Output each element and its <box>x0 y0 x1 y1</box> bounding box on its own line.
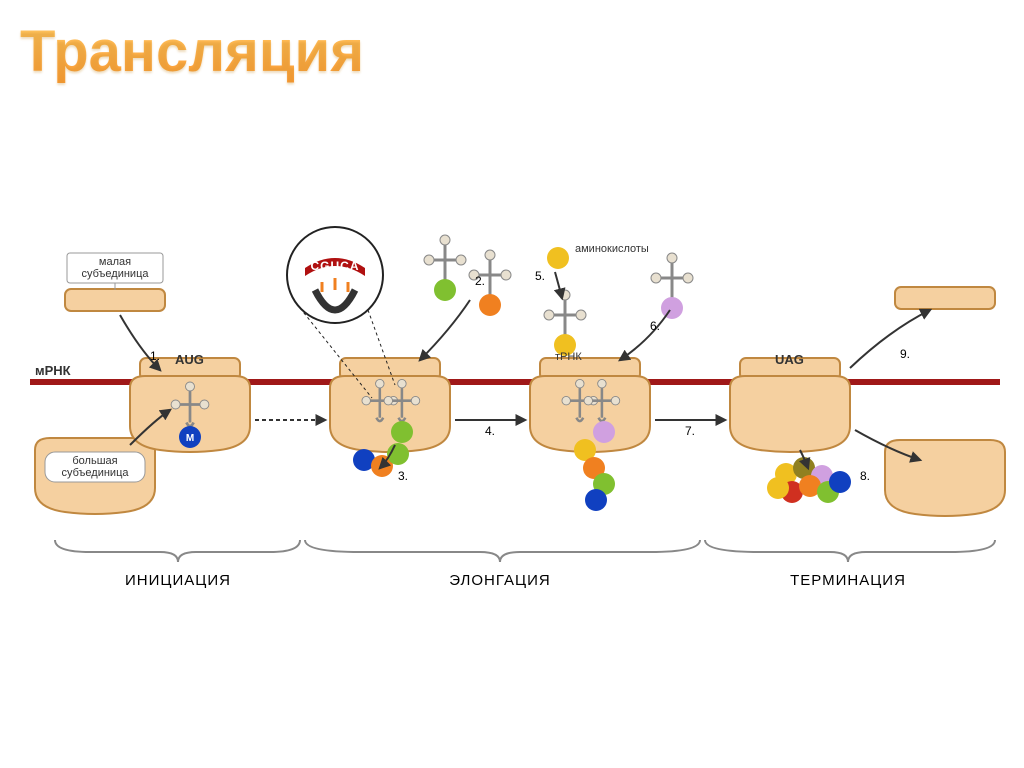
arrow-aa-to-trna <box>555 272 562 298</box>
polypeptide-released <box>767 457 851 503</box>
mrna-label: мРНК <box>35 363 71 378</box>
svg-text:субъединица: субъединица <box>61 467 129 479</box>
small-subunit-released <box>895 287 995 309</box>
diagram-svg: мРНК малая субъединица большая субъедини… <box>0 0 1024 768</box>
codon-aug: AUG <box>175 352 204 367</box>
step-2: 2. <box>475 274 485 288</box>
amino-acids-label: аминокислоты <box>575 243 649 255</box>
step-3: 3. <box>398 469 408 483</box>
ribosome-3 <box>530 358 650 511</box>
brace-termination <box>705 540 995 562</box>
phase-initiation: ИНИЦИАЦИЯ <box>125 572 231 589</box>
incoming-trna-3 <box>544 290 586 356</box>
arrow-trna-in-2 <box>420 300 470 360</box>
incoming-trna-1 <box>424 235 466 301</box>
zoom-codon-text: CGUCA <box>311 259 360 273</box>
step-9: 9. <box>900 347 910 361</box>
step-8: 8. <box>860 469 870 483</box>
arrow-release-small <box>850 310 930 368</box>
trna-label: тРНК <box>555 351 582 363</box>
ribosome-2 <box>330 358 450 477</box>
brace-elongation <box>305 540 700 562</box>
brace-initiation <box>55 540 300 562</box>
step-7: 7. <box>685 424 695 438</box>
ribosome-1: AUG M <box>130 352 250 452</box>
step-6: 6. <box>650 319 660 333</box>
svg-text:малая: малая <box>99 256 131 268</box>
small-subunit-free: малая субъединица <box>65 253 165 311</box>
svg-text:M: M <box>186 433 194 444</box>
free-amino-acid <box>547 247 569 269</box>
step-5: 5. <box>535 269 545 283</box>
large-subunit-label: большая субъединица <box>45 452 145 482</box>
codon-uag: UAG <box>775 352 804 367</box>
large-subunit-released <box>885 440 1005 516</box>
step-4: 4. <box>485 424 495 438</box>
phase-termination: ТЕРМИНАЦИЯ <box>790 572 906 589</box>
svg-text:большая: большая <box>72 455 117 467</box>
svg-text:субъединица: субъединица <box>81 268 149 280</box>
arrow-trna-in-6 <box>620 310 670 360</box>
step-1: 1. <box>150 349 160 363</box>
ribosome-4: UAG <box>730 352 850 452</box>
phase-elongation: ЭЛОНГАЦИЯ <box>449 572 550 589</box>
incoming-trna-4 <box>651 253 693 319</box>
